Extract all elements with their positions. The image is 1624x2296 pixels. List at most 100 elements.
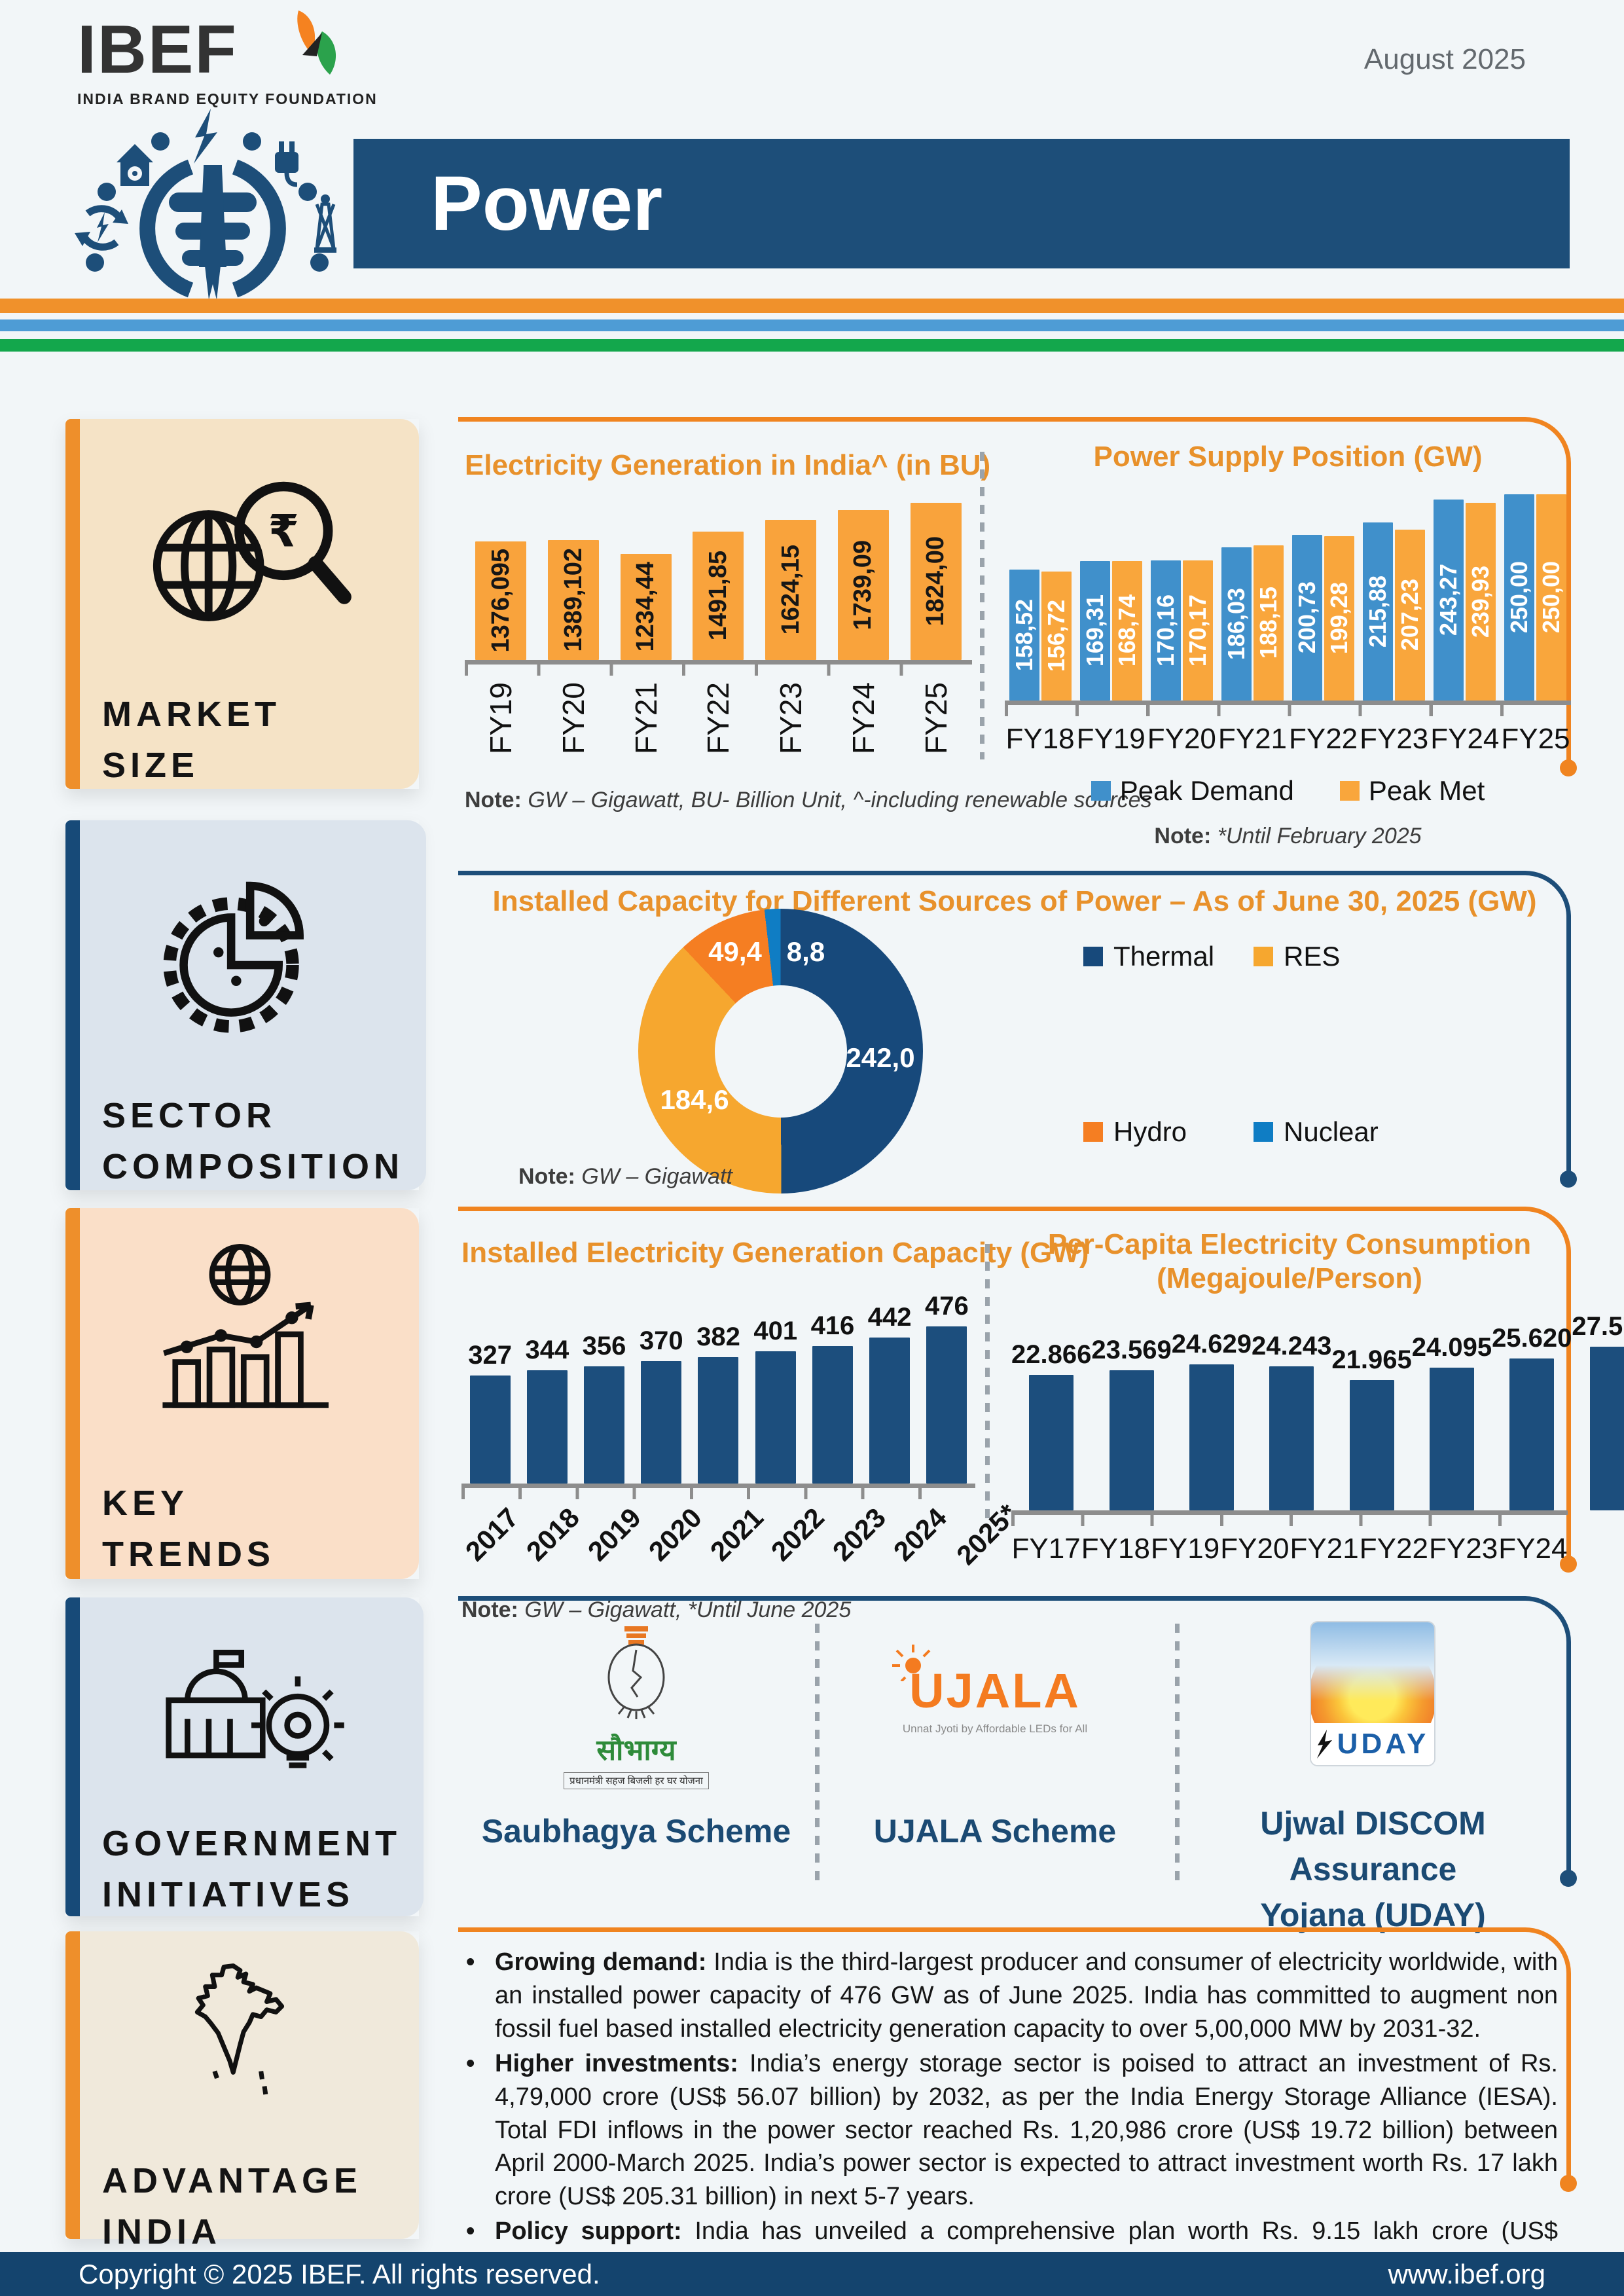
bar: [1269, 1366, 1314, 1510]
x-axis-label: 2019: [581, 1501, 647, 1567]
bullet-marker: •: [466, 2217, 475, 2246]
legend-item-hydro: Hydro: [1083, 1116, 1187, 1148]
x-axis-label: 2023: [826, 1501, 892, 1567]
bar-value-label: 27.574: [1572, 1311, 1624, 1341]
bar-value-label: 158,52: [1010, 598, 1038, 671]
chart-note: Note: GW – Gigawatt, BU- Billion Unit, ^…: [465, 787, 1152, 812]
card-label: ADVANTAGE INDIA: [102, 2161, 362, 2252]
card-accent-bar: [65, 1597, 80, 1916]
bar-cell: 382: [690, 1287, 747, 1484]
donut-chart-title: Installed Capacity for Different Sources…: [492, 885, 1537, 917]
bar-cell: 401: [747, 1287, 804, 1484]
bar-value-label: 442: [867, 1302, 912, 1332]
bar: [926, 1326, 967, 1484]
svg-text:₹: ₹: [268, 505, 299, 557]
market-size-icon: ₹: [102, 446, 397, 643]
sidebar-card-key-trends: KEY TRENDS: [65, 1208, 419, 1579]
bar-value-label: 22.866: [1011, 1339, 1092, 1369]
legend-item-peak-demand: Peak Demand: [1091, 775, 1294, 807]
x-axis-label: FY21: [1290, 1532, 1359, 1565]
bar: 158,52: [1009, 569, 1039, 701]
bar-cell: 416: [804, 1287, 861, 1484]
legend-swatch: [1083, 1122, 1103, 1142]
scheme-caption-uday: Ujwal DISCOM Assurance Yojana (UDAY): [1260, 1805, 1486, 1933]
donut-label-thermal: 242,0: [846, 1042, 915, 1073]
bar: 1234,44: [620, 553, 672, 660]
saubhagya-logo: सौभाग्य प्रधानमंत्री सहज बिजली हर घर योज…: [538, 1625, 734, 1789]
card-label: SECTOR COMPOSITION: [102, 1096, 405, 1187]
ujala-logo: UJALA Unnat Jyoti by Affordable LEDs for…: [890, 1645, 1100, 1736]
legend-swatch: [1254, 947, 1273, 966]
bar-cell: 250,00 250,00: [1500, 491, 1571, 701]
card-label: GOVERNMENT INITIATIVES: [102, 1824, 402, 1915]
donut-label-res: 184,6: [660, 1084, 729, 1115]
advantage-india-bracket: [458, 1927, 1577, 2192]
bar-cell: 215,88 207,23: [1359, 491, 1430, 701]
bar: 1624,15: [765, 519, 817, 660]
page-title: Power: [431, 160, 663, 247]
bar: [755, 1351, 796, 1484]
bar: [1349, 1379, 1394, 1510]
x-axis-label: 2017: [459, 1501, 525, 1567]
legend-item-res: RES: [1254, 941, 1340, 972]
uday-logo: UDAY: [1311, 1622, 1434, 1765]
bar-cell: 370: [633, 1287, 690, 1484]
bar: 243,27: [1434, 499, 1464, 701]
sidebar-card-market-size: ₹ MARKET SIZE: [65, 419, 419, 789]
bar-cell: 22.866: [1011, 1307, 1091, 1510]
bullet-marker: •: [466, 2049, 475, 2077]
bar-value-label: 476: [925, 1291, 969, 1321]
bar: 250,00: [1504, 494, 1535, 701]
bar: [1029, 1374, 1074, 1510]
x-axis-label: FY24: [846, 682, 880, 754]
x-axis-label: 2024: [887, 1501, 953, 1567]
sidebar-card-advantage-india: ADVANTAGE INDIA: [65, 1931, 419, 2251]
ibef-logo-text: IBEF: [77, 12, 238, 88]
donut-label-hydro: 49,4: [708, 936, 762, 967]
x-axis-label: FY21: [1218, 722, 1288, 755]
bar: 1491,85: [693, 531, 744, 660]
x-axis-label: 2022: [765, 1501, 831, 1567]
bar-value-label: 401: [753, 1316, 798, 1345]
legend-item-nuclear: Nuclear: [1254, 1116, 1379, 1148]
bar-cell: 476: [918, 1287, 975, 1484]
footer: Copyright © 2025 IBEF. All rights reserv…: [0, 2252, 1624, 2296]
bar-cell: 24.095: [1412, 1307, 1492, 1510]
separator: [1175, 1624, 1180, 1886]
market-size-bracket: [458, 417, 1577, 776]
ujala-logo-tagline: Unnat Jyoti by Affordable LEDs for All: [902, 1722, 1088, 1735]
bar-value-label: 250,00: [1538, 561, 1565, 634]
bar: 250,00: [1536, 494, 1567, 701]
chart-title: Electricity Generation in India^ (in BU): [465, 449, 991, 481]
x-axis-label: FY25: [918, 682, 953, 754]
bar-cell: 356: [575, 1287, 632, 1484]
bar-value-label: 416: [810, 1311, 855, 1340]
bar-value-label: 1389,102: [559, 548, 587, 652]
x-axis-label: FY18: [1005, 722, 1075, 755]
bar-value-label: 156,72: [1042, 600, 1070, 672]
bar: [1189, 1364, 1234, 1510]
key-trends-bracket: [458, 1207, 1577, 1573]
issue-date: August 2025: [1363, 43, 1526, 75]
bar-value-label: 188,15: [1254, 587, 1282, 659]
x-axis-label: FY20: [1220, 1532, 1290, 1565]
website-link[interactable]: www.ibef.org: [1388, 2258, 1545, 2289]
bar: 1389,102: [548, 539, 600, 660]
bar-value-label: 24.243: [1252, 1331, 1332, 1360]
bar: [1429, 1367, 1474, 1510]
x-axis-label: FY25: [1501, 722, 1570, 755]
x-axis: [1005, 700, 1571, 716]
bar: 170,17: [1182, 560, 1213, 701]
x-axis-label: FY19: [1151, 1532, 1220, 1565]
x-axis-label: FY22: [701, 682, 736, 754]
per-capita-consumption-chart: Per-Capita Electricity Consumption (Mega…: [1011, 1228, 1624, 1565]
bar-value-label: 1491,85: [704, 551, 732, 641]
bar: [1589, 1346, 1624, 1510]
bar: [641, 1360, 682, 1484]
bar-value-label: 25.620: [1492, 1323, 1572, 1353]
x-axis-label: FY24: [1430, 722, 1500, 755]
legend-swatch: [1083, 947, 1103, 966]
legend-swatch: [1339, 780, 1360, 801]
bullet-marker: •: [466, 1948, 475, 1976]
bar-value-label: 200,73: [1293, 581, 1321, 654]
